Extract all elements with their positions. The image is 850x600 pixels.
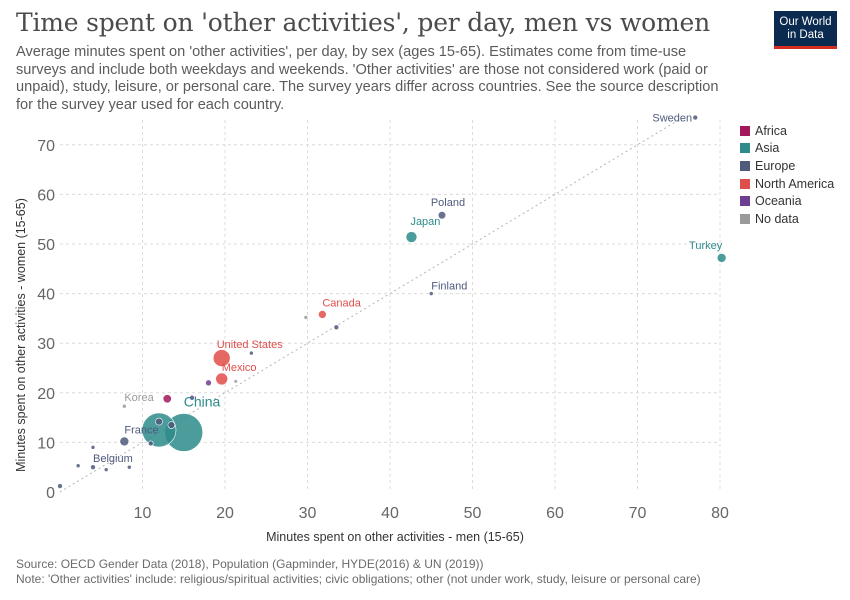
- point-label: Poland: [431, 197, 465, 209]
- data-point[interactable]: [405, 231, 418, 243]
- data-point[interactable]: [57, 483, 63, 489]
- data-point[interactable]: [90, 464, 96, 471]
- legend-swatch: [740, 125, 750, 136]
- y-tick-label: 70: [37, 138, 55, 155]
- data-point[interactable]: [141, 412, 177, 448]
- x-tick-label: 10: [134, 505, 152, 522]
- legend-item[interactable]: No data: [740, 210, 834, 228]
- x-axis-label: Minutes spent on other activities - men …: [266, 530, 524, 544]
- legend-label: Asia: [755, 141, 780, 156]
- legend-label: Oceania: [755, 194, 802, 209]
- legend: Africa Asia Europe North America Oceania No d…: [740, 122, 834, 228]
- owid-logo[interactable]: Our World in Data: [774, 11, 837, 49]
- logo-line-2: in Data: [787, 29, 824, 41]
- y-axis-label: Minutes spent on other activities - wome…: [14, 198, 28, 472]
- chart-title: Time spent on 'other activities', per da…: [16, 8, 711, 37]
- point-label: United States: [217, 339, 284, 351]
- data-point[interactable]: [162, 394, 172, 404]
- point-label: Korea: [124, 392, 154, 404]
- chart-subtitle: Average minutes spent on 'other activiti…: [16, 44, 719, 113]
- y-tick-label: 60: [37, 187, 55, 204]
- data-point[interactable]: [167, 421, 176, 429]
- y-tick-label: 40: [37, 287, 55, 304]
- legend-swatch: [740, 143, 750, 154]
- definition-note: Note: 'Other activities' include: religi…: [16, 572, 701, 586]
- data-point[interactable]: [212, 349, 231, 367]
- legend-item[interactable]: North America: [740, 175, 834, 193]
- data-point[interactable]: [75, 463, 81, 469]
- footer: Source: OECD Gender Data (2018), Populat…: [16, 557, 701, 587]
- point-label: Japan: [410, 216, 440, 228]
- data-point[interactable]: [205, 379, 212, 387]
- x-tick-label: 70: [629, 505, 647, 522]
- point-label: Sweden: [652, 113, 692, 125]
- data-point[interactable]: [437, 211, 447, 220]
- data-point[interactable]: [428, 291, 434, 296]
- y-tick-label: 0: [46, 485, 55, 502]
- legend-swatch: [740, 213, 750, 224]
- y-tick-label: 30: [37, 336, 55, 353]
- x-tick-label: 80: [711, 505, 729, 522]
- data-point[interactable]: [103, 467, 109, 472]
- point-labels: Sweden Turkey Poland Japan Finland Canada Unit…: [93, 113, 723, 466]
- legend-swatch: [740, 178, 750, 189]
- point-label: Mexico: [222, 362, 257, 374]
- y-tick-labels: 0 10 20 30 40 50 60 70: [37, 138, 55, 502]
- legend-label: Europe: [755, 158, 796, 173]
- x-tick-label: 40: [381, 505, 399, 522]
- data-point[interactable]: [303, 315, 309, 320]
- legend-label: No data: [755, 211, 799, 226]
- point-label: Canada: [322, 297, 361, 309]
- legend-item[interactable]: Africa: [740, 122, 834, 140]
- x-tick-label: 50: [464, 505, 482, 522]
- data-point[interactable]: [189, 394, 195, 401]
- source-note: Source: OECD Gender Data (2018), Populat…: [16, 557, 484, 571]
- data-point[interactable]: [233, 379, 238, 384]
- data-point[interactable]: [119, 436, 130, 447]
- data-points: [57, 114, 727, 489]
- y-tick-label: 10: [37, 435, 55, 452]
- data-point[interactable]: [127, 464, 132, 470]
- legend-label: Africa: [755, 123, 787, 138]
- point-label: China: [184, 393, 221, 409]
- data-point[interactable]: [147, 440, 154, 447]
- legend-swatch: [740, 160, 750, 171]
- legend-label: North America: [755, 176, 835, 191]
- y-tick-label: 50: [37, 237, 55, 254]
- data-point[interactable]: [318, 310, 327, 319]
- data-point[interactable]: [90, 445, 96, 450]
- data-point[interactable]: [249, 350, 254, 356]
- legend-item[interactable]: Europe: [740, 157, 834, 175]
- data-point[interactable]: [155, 417, 163, 426]
- data-point[interactable]: [692, 114, 699, 121]
- point-label: Finland: [431, 281, 467, 293]
- data-point[interactable]: [716, 253, 727, 263]
- x-tick-label: 20: [216, 505, 234, 522]
- data-point[interactable]: [122, 403, 127, 409]
- point-label: Belgium: [93, 453, 133, 465]
- legend-swatch: [740, 196, 750, 207]
- logo-line-1: Our World: [779, 16, 832, 28]
- data-point[interactable]: [333, 324, 340, 331]
- legend-item[interactable]: Asia: [740, 140, 834, 158]
- y-tick-label: 20: [37, 386, 55, 403]
- point-label: France: [124, 424, 158, 436]
- x-tick-label: 60: [546, 505, 564, 522]
- x-tick-labels: 10 20 30 40 50 60 70 80: [134, 505, 729, 522]
- x-tick-label: 30: [299, 505, 317, 522]
- legend-item[interactable]: Oceania: [740, 192, 834, 210]
- point-label: Turkey: [689, 240, 723, 252]
- data-point[interactable]: [215, 372, 228, 386]
